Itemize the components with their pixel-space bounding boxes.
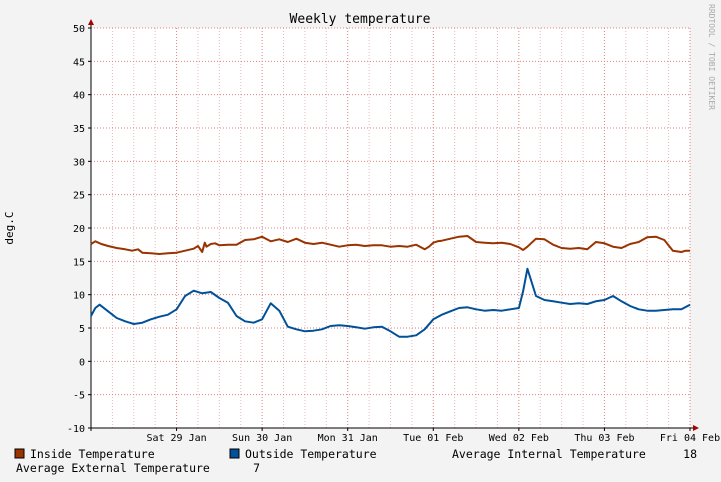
x-tick-label: Sun 30 Jan xyxy=(232,433,292,444)
x-tick-label: Wed 02 Feb xyxy=(489,433,549,444)
avg-external-value: 7 xyxy=(253,461,260,475)
y-tick-label: 30 xyxy=(73,157,85,168)
y-tick-label: 10 xyxy=(73,291,85,302)
y-tick-label: -10 xyxy=(67,424,85,435)
y-axis-arrow xyxy=(88,19,94,25)
label-layer: Weekly temperature deg.C RRDTOOL / TOBI … xyxy=(3,4,716,245)
series-layer xyxy=(90,235,691,338)
avg-internal-value: 18 xyxy=(683,447,697,461)
x-tick-label: Fri 04 Feb xyxy=(660,433,720,444)
legend: Inside Temperature Outside Temperature A… xyxy=(14,447,697,475)
legend-label-inside: Inside Temperature xyxy=(30,447,155,461)
y-tick-label: 20 xyxy=(73,224,85,235)
y-tick-label: 45 xyxy=(73,57,85,68)
grid-layer xyxy=(91,27,691,428)
legend-swatch-outside xyxy=(229,448,240,459)
x-tick-label: Sat 29 Jan xyxy=(146,433,206,444)
legend-label-outside: Outside Temperature xyxy=(245,447,377,461)
y-tick-label: 5 xyxy=(79,324,85,335)
y-tick-label: 35 xyxy=(73,124,85,135)
x-tick-label: Mon 31 Jan xyxy=(318,433,378,444)
y-tick-label: 15 xyxy=(73,257,85,268)
x-axis-arrow xyxy=(693,425,699,431)
y-tick-label: 50 xyxy=(73,24,85,35)
y-tick-label: 40 xyxy=(73,91,85,102)
y-tick-label: 0 xyxy=(79,357,85,368)
x-tick-label: Tue 01 Feb xyxy=(403,433,463,444)
y-tick-label: 25 xyxy=(73,191,85,202)
x-tick-label: Thu 03 Feb xyxy=(574,433,634,444)
legend-swatch-inside xyxy=(14,448,25,459)
avg-external-label: Average External Temperature xyxy=(16,461,210,475)
series-line-1 xyxy=(90,267,691,338)
series-line-0 xyxy=(90,235,690,255)
chart-title: Weekly temperature xyxy=(290,12,431,27)
y-axis-label: deg.C xyxy=(3,211,16,244)
avg-internal-label: Average Internal Temperature xyxy=(452,447,646,461)
y-tick-label: -5 xyxy=(73,391,85,402)
rrdtool-watermark: RRDTOOL / TOBI OETIKER xyxy=(707,4,716,110)
axis-layer: -10 -5 0 5 10 15 20 25 30 35 40 45 50 Sat 29 Jan Sun 3… xyxy=(67,19,720,444)
